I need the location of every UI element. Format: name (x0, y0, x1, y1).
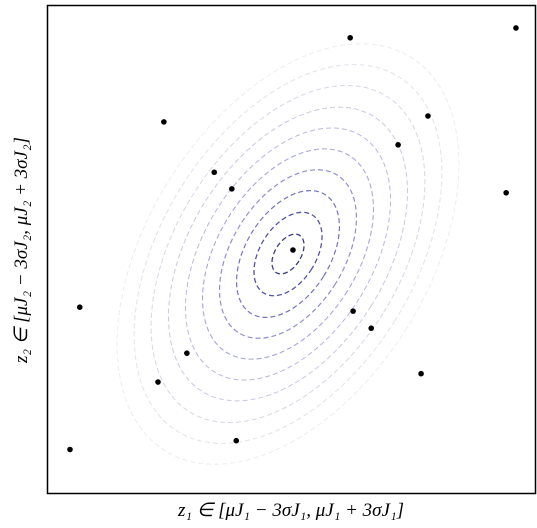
point (211, 169, 218, 176)
point (350, 308, 356, 314)
contour (168, 106, 408, 402)
point (513, 25, 519, 31)
point (233, 437, 240, 444)
point (184, 350, 190, 356)
plot-frame (46, 4, 537, 495)
contour (133, 64, 443, 444)
point (76, 304, 83, 311)
contour (271, 233, 305, 275)
point (418, 370, 424, 377)
point (155, 379, 161, 385)
contour (201, 148, 375, 360)
point (368, 325, 375, 332)
point (67, 446, 73, 453)
x-axis-label: z₁ ∈ [μJ₁ − 3σJ₁, μJ₁ + 3σJ₁] (177, 500, 404, 521)
contour (235, 190, 341, 318)
point (503, 189, 509, 196)
density-contours (116, 43, 460, 465)
contour (253, 211, 323, 297)
point (395, 142, 401, 148)
y-axis-label: z₂ ∈ [μJ₂ − 3σJ₂, μJ₂ + 3σJ₂] (11, 137, 32, 364)
point (425, 113, 431, 119)
contour (218, 169, 358, 339)
point (229, 186, 235, 192)
point (161, 119, 167, 125)
contour (116, 43, 460, 465)
point (347, 34, 353, 41)
point (290, 247, 296, 253)
contour (185, 127, 391, 381)
